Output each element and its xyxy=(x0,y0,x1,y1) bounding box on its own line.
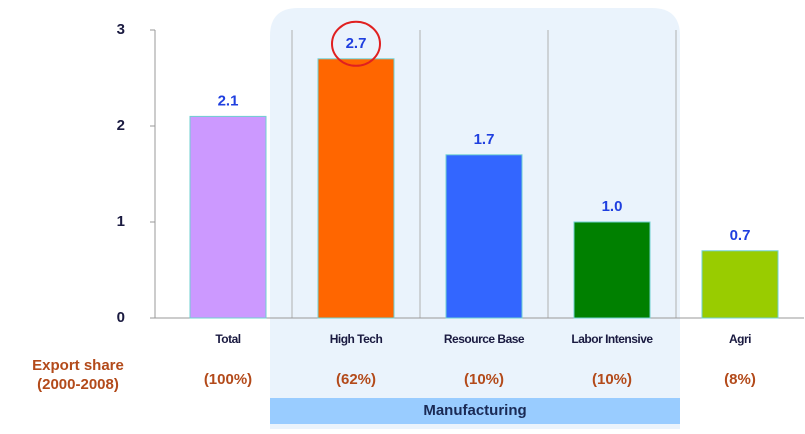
x-tick-label: High Tech xyxy=(330,332,383,346)
export-share: (10%) xyxy=(592,371,632,388)
value-label: 2.7 xyxy=(346,35,367,52)
manufacturing-bar xyxy=(270,398,680,424)
export-share-label: (2000-2008) xyxy=(37,376,119,393)
export-share: (62%) xyxy=(336,371,376,388)
x-tick-label: Labor Intensive xyxy=(571,332,653,346)
value-label: 2.1 xyxy=(218,92,239,109)
y-tick-label: 0 xyxy=(117,309,125,326)
x-tick-label: Resource Base xyxy=(444,332,525,346)
highlight-circle xyxy=(331,20,381,67)
y-tick-label: 1 xyxy=(117,213,125,230)
x-tick-label: Agri xyxy=(729,332,751,346)
y-tick-label: 3 xyxy=(117,21,125,38)
group-label: Manufacturing xyxy=(423,402,526,419)
bar xyxy=(445,154,523,319)
value-label: 1.7 xyxy=(474,131,495,148)
value-label: 1.0 xyxy=(602,198,623,215)
bar xyxy=(317,58,395,319)
export-share: (100%) xyxy=(204,371,252,388)
bar xyxy=(189,115,267,319)
x-tick-label: Total xyxy=(215,332,240,346)
bar xyxy=(701,250,779,319)
export-share: (10%) xyxy=(464,371,504,388)
value-label: 0.7 xyxy=(730,227,751,244)
bar xyxy=(573,221,651,319)
y-tick-label: 2 xyxy=(117,117,125,134)
export-share-label: Export share xyxy=(32,357,124,374)
export-share: (8%) xyxy=(724,371,756,388)
